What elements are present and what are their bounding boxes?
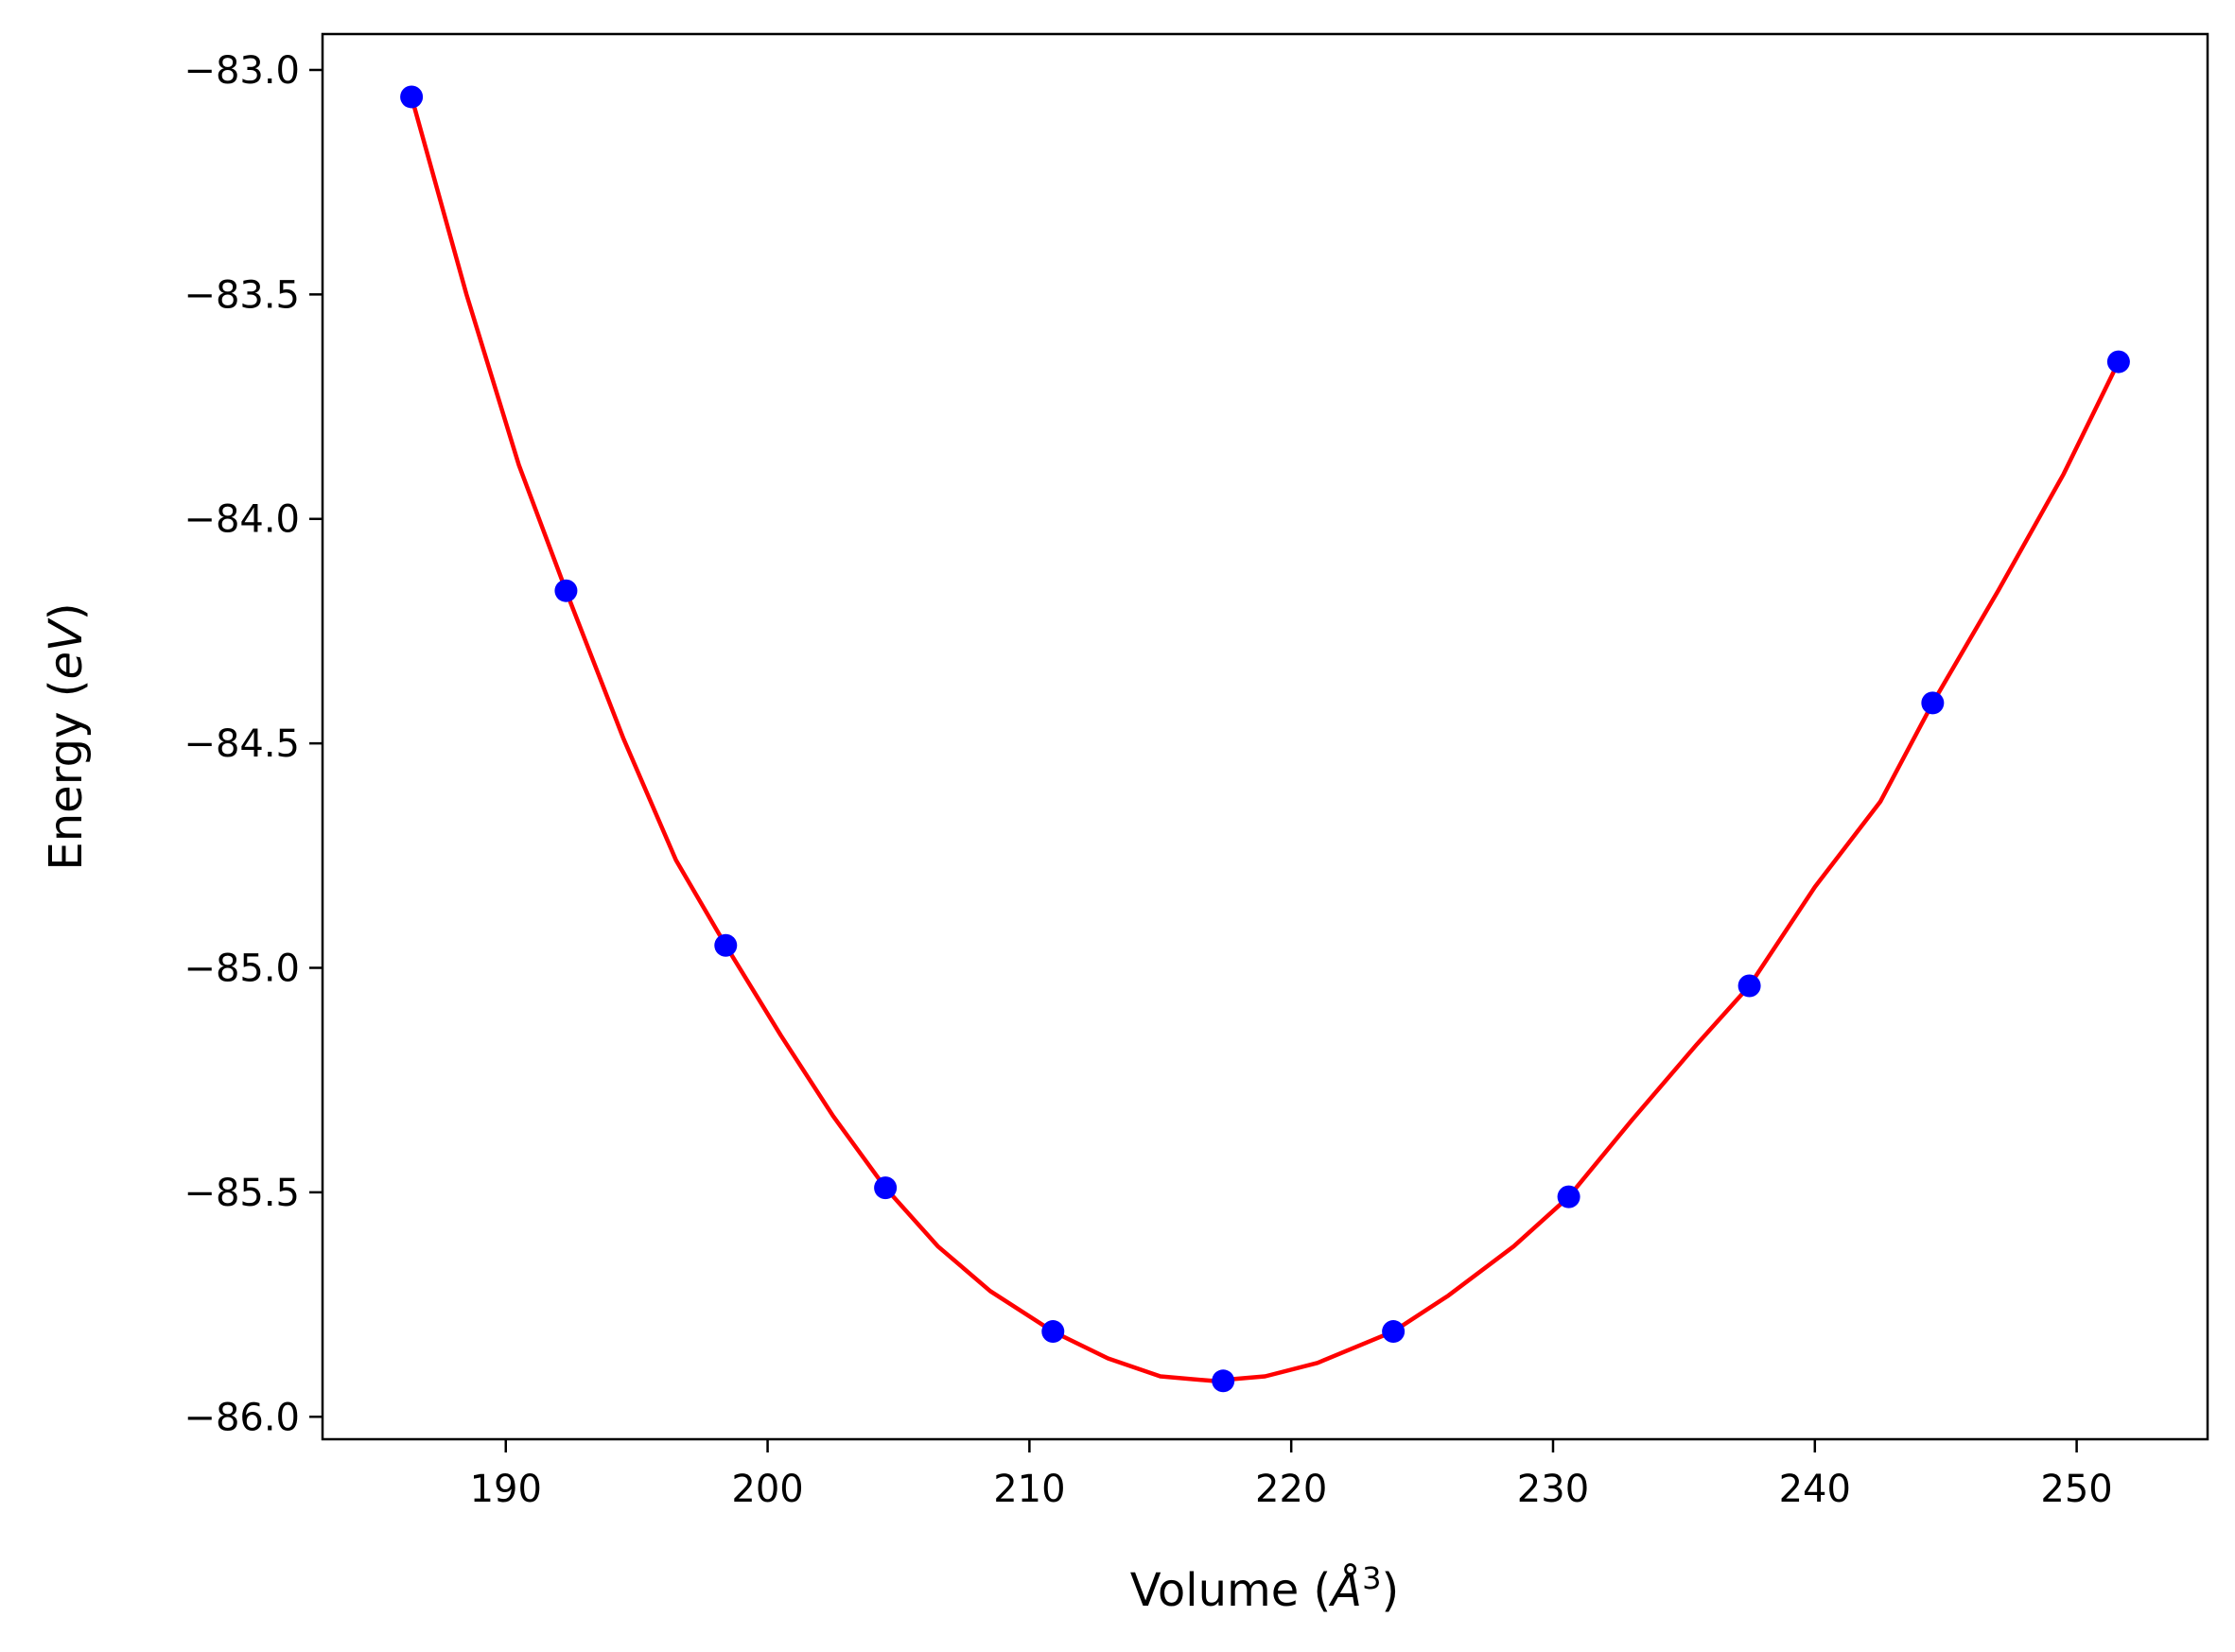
y-tick-label: −83.5 bbox=[183, 273, 300, 317]
y-axis-ticks: −83.0 −83.5 −84.0 −84.5 −85.0 −85.5 −86.0 bbox=[183, 49, 323, 1439]
data-point bbox=[1041, 1320, 1065, 1344]
data-point bbox=[1737, 974, 1761, 998]
y-tick-label: −84.5 bbox=[183, 722, 300, 766]
data-point bbox=[1921, 691, 1945, 715]
x-tick-label: 220 bbox=[1255, 1468, 1327, 1511]
data-point bbox=[1212, 1369, 1235, 1393]
y-tick-label: −86.0 bbox=[183, 1396, 300, 1439]
y-axis-title: Energy (eV) bbox=[40, 602, 93, 870]
fit-curve bbox=[409, 95, 2122, 1383]
x-tick-label: 230 bbox=[1517, 1468, 1589, 1511]
x-axis-ticks: 190 200 210 220 230 240 250 bbox=[470, 1439, 2113, 1511]
data-point bbox=[714, 933, 738, 957]
series-layer bbox=[400, 85, 2130, 1393]
data-point bbox=[554, 579, 578, 602]
y-tick-label: −84.0 bbox=[183, 498, 300, 542]
x-tick-label: 210 bbox=[993, 1468, 1065, 1511]
x-axis-title: Volume (Å3) bbox=[1130, 1560, 1399, 1617]
plot-frame bbox=[321, 32, 2209, 1441]
x-tick-label: 200 bbox=[731, 1468, 803, 1511]
y-tick-label: −85.5 bbox=[183, 1172, 300, 1215]
data-point bbox=[1382, 1320, 1406, 1344]
data-point bbox=[1557, 1185, 1580, 1209]
x-tick-label: 240 bbox=[1779, 1468, 1851, 1511]
x-tick-label: 250 bbox=[2040, 1468, 2112, 1511]
y-tick-label: −85.0 bbox=[183, 948, 300, 991]
data-point bbox=[874, 1176, 898, 1200]
data-point bbox=[2106, 350, 2130, 374]
data-point bbox=[400, 85, 424, 109]
x-tick-label: 190 bbox=[470, 1468, 542, 1511]
y-tick-label: −83.0 bbox=[183, 49, 300, 93]
